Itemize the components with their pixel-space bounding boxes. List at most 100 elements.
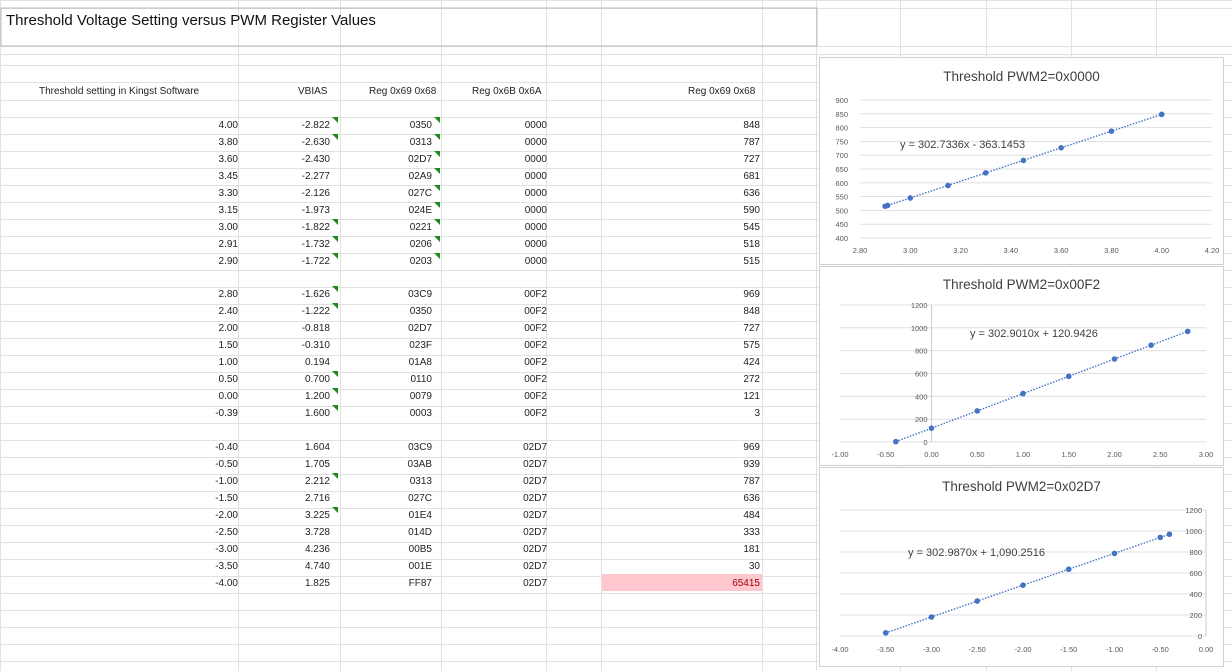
reg6b6a-cell[interactable]: 0000	[524, 188, 547, 199]
vbias-cell[interactable]: 0.194	[304, 357, 330, 368]
error-indicator-icon[interactable]	[434, 236, 440, 242]
reg6b6a-cell[interactable]: 00F2	[524, 306, 547, 317]
header-reg6968-decimal[interactable]: Reg 0x69 0x68	[688, 86, 756, 97]
vbias-cell[interactable]: 2.212	[304, 476, 330, 487]
reg6968-cell[interactable]: 03AB	[407, 459, 432, 470]
threshold-cell[interactable]: -4.00	[215, 578, 238, 589]
reg6b6a-cell[interactable]: 02D7	[523, 476, 547, 487]
threshold-cell[interactable]: 3.15	[218, 205, 238, 216]
error-indicator-icon[interactable]	[332, 405, 338, 411]
reg6b6a-cell[interactable]: 0000	[524, 205, 547, 216]
vbias-cell[interactable]: 1.604	[304, 442, 330, 453]
reg6968-decimal-cell[interactable]: 518	[743, 239, 760, 250]
error-indicator-icon[interactable]	[332, 219, 338, 225]
reg6b6a-cell[interactable]: 0000	[524, 120, 547, 131]
reg6968-cell[interactable]: 0350	[409, 120, 432, 131]
reg6968-decimal-cell[interactable]: 575	[743, 340, 760, 351]
reg6968-cell[interactable]: 0079	[409, 391, 432, 402]
vbias-cell[interactable]: -2.822	[301, 120, 330, 131]
error-indicator-icon[interactable]	[332, 236, 338, 242]
vbias-cell[interactable]: 4.236	[304, 544, 330, 555]
reg6b6a-cell[interactable]: 0000	[524, 256, 547, 267]
reg6968-decimal-cell[interactable]: 787	[743, 137, 760, 148]
threshold-cell[interactable]: -1.00	[215, 476, 238, 487]
chart-pwm2-0000[interactable]: Threshold PWM2=0x0000 400 450 500 550 600 650…	[819, 57, 1224, 265]
reg6968-cell[interactable]: 0206	[409, 239, 432, 250]
error-indicator-icon[interactable]	[332, 253, 338, 259]
reg6b6a-cell[interactable]: 02D7	[523, 544, 547, 555]
reg6b6a-cell[interactable]: 00F2	[524, 374, 547, 385]
reg6968-cell[interactable]: 03C9	[408, 289, 432, 300]
error-indicator-icon[interactable]	[434, 253, 440, 259]
reg6968-cell[interactable]: 01E4	[408, 510, 432, 521]
threshold-cell[interactable]: 1.50	[218, 340, 238, 351]
reg6968-cell[interactable]: 01A8	[408, 357, 432, 368]
vbias-cell[interactable]: -2.277	[301, 171, 330, 182]
vbias-cell[interactable]: 3.728	[304, 527, 330, 538]
threshold-cell[interactable]: 2.00	[218, 323, 238, 334]
reg6968-decimal-cell[interactable]: 681	[743, 171, 760, 182]
vbias-cell[interactable]: 0.700	[304, 374, 330, 385]
vbias-cell[interactable]: -1.722	[301, 256, 330, 267]
reg6b6a-cell[interactable]: 0000	[524, 171, 547, 182]
vbias-cell[interactable]: 4.740	[304, 561, 330, 572]
threshold-cell[interactable]: 0.50	[218, 374, 238, 385]
error-indicator-icon[interactable]	[434, 151, 440, 157]
threshold-cell[interactable]: -0.50	[215, 459, 238, 470]
highlighted-cell[interactable]	[602, 574, 762, 591]
reg6968-decimal-cell[interactable]: 727	[743, 323, 760, 334]
reg6b6a-cell[interactable]: 0000	[524, 222, 547, 233]
error-indicator-icon[interactable]	[332, 507, 338, 513]
reg6b6a-cell[interactable]: 02D7	[523, 493, 547, 504]
reg6b6a-cell[interactable]: 0000	[524, 154, 547, 165]
vbias-cell[interactable]: -2.430	[301, 154, 330, 165]
reg6968-decimal-cell[interactable]: 590	[743, 205, 760, 216]
threshold-cell[interactable]: 3.00	[218, 222, 238, 233]
error-indicator-icon[interactable]	[434, 134, 440, 140]
reg6968-decimal-cell[interactable]: 636	[743, 188, 760, 199]
reg6968-cell[interactable]: 0110	[410, 374, 432, 385]
reg6968-decimal-cell[interactable]: 272	[743, 374, 760, 385]
threshold-cell[interactable]: -1.50	[215, 493, 238, 504]
reg6968-cell[interactable]: 02D7	[408, 154, 432, 165]
vbias-cell[interactable]: 2.716	[304, 493, 330, 504]
reg6b6a-cell[interactable]: 0000	[524, 137, 547, 148]
reg6b6a-cell[interactable]: 00F2	[524, 323, 547, 334]
reg6968-cell[interactable]: 0003	[409, 408, 432, 419]
reg6968-decimal-cell[interactable]: 636	[743, 493, 760, 504]
threshold-cell[interactable]: 0.00	[218, 391, 238, 402]
threshold-cell[interactable]: 3.60	[218, 154, 238, 165]
threshold-cell[interactable]: -0.40	[215, 442, 238, 453]
header-vbias[interactable]: VBIAS	[298, 86, 328, 97]
error-indicator-icon[interactable]	[332, 473, 338, 479]
threshold-cell[interactable]: -3.00	[215, 544, 238, 555]
threshold-cell[interactable]: 2.91	[218, 239, 238, 250]
reg6968-cell[interactable]: 0221	[409, 222, 432, 233]
error-indicator-icon[interactable]	[434, 202, 440, 208]
threshold-cell[interactable]: 2.80	[218, 289, 238, 300]
reg6968-cell[interactable]: 00B5	[408, 544, 432, 555]
threshold-cell[interactable]: 3.30	[218, 188, 238, 199]
reg6968-decimal-cell[interactable]: 969	[743, 442, 760, 453]
vbias-cell[interactable]: -2.630	[301, 137, 330, 148]
vbias-cell[interactable]: 1.705	[304, 459, 330, 470]
reg6968-cell[interactable]: FF87	[408, 578, 432, 589]
reg6b6a-cell[interactable]: 02D7	[523, 510, 547, 521]
reg6968-cell[interactable]: 0313	[409, 476, 432, 487]
reg6968-decimal-cell[interactable]: 727	[743, 154, 760, 165]
reg6968-cell[interactable]: 0203	[409, 256, 432, 267]
reg6968-decimal-cell[interactable]: 969	[743, 289, 760, 300]
reg6b6a-cell[interactable]: 00F2	[524, 408, 547, 419]
threshold-cell[interactable]: 3.45	[218, 171, 238, 182]
reg6968-cell[interactable]: 027C	[408, 188, 432, 199]
header-reg6968[interactable]: Reg 0x69 0x68	[369, 86, 437, 97]
reg6b6a-cell[interactable]: 02D7	[523, 459, 547, 470]
error-indicator-icon[interactable]	[332, 388, 338, 394]
reg6b6a-cell[interactable]: 0000	[524, 239, 547, 250]
threshold-cell[interactable]: 1.00	[218, 357, 238, 368]
reg6968-decimal-cell[interactable]: 121	[743, 391, 760, 402]
reg6b6a-cell[interactable]: 00F2	[524, 357, 547, 368]
reg6968-cell[interactable]: 02A9	[408, 171, 432, 182]
reg6968-cell[interactable]: 014D	[408, 527, 432, 538]
reg6b6a-cell[interactable]: 00F2	[524, 340, 547, 351]
